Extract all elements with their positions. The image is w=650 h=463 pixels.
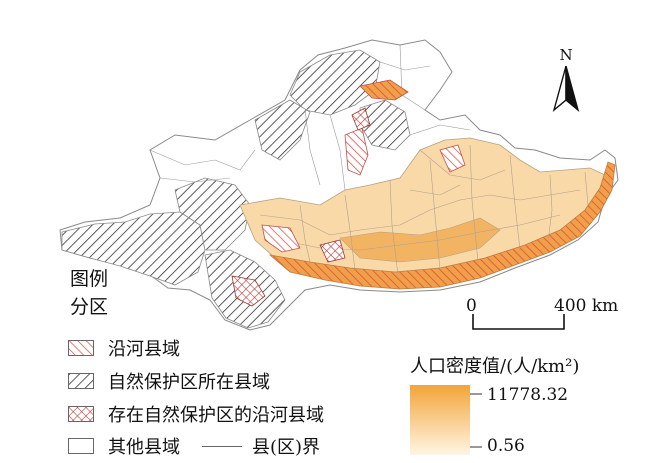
density-color-ramp	[410, 385, 470, 455]
legend-item-reserve-river-counties: 存在自然保护区的沿河县域	[68, 403, 324, 426]
river-county-north-2	[359, 79, 409, 101]
north-reserve-region	[289, 49, 381, 116]
county-boundaries	[259, 144, 589, 276]
density-min-label: 0.56	[487, 436, 525, 456]
red-hatch-swatch	[68, 340, 94, 356]
black-hatch-swatch	[68, 373, 94, 389]
boundary-line-swatch	[202, 445, 242, 447]
red-crosshatch-swatch	[68, 406, 94, 422]
scale-bar-line	[472, 314, 565, 330]
north-reserve-region-2	[254, 99, 311, 161]
west-reserve-region-2	[174, 177, 251, 251]
central-reserve-region	[359, 99, 411, 151]
legend-label: 其他县域	[108, 437, 180, 458]
legend-label: 自然保护区所在县域	[108, 372, 270, 393]
reserve-river-county-southwest	[231, 275, 266, 307]
scale-start-label: 0	[466, 296, 477, 316]
legend-label: 沿河县域	[108, 339, 180, 360]
legend-boundary-label: 县(区)界	[252, 437, 321, 458]
ramp-ticks	[470, 393, 482, 448]
reserve-river-county-central	[319, 239, 346, 263]
legend-item-reserve-counties: 自然保护区所在县域	[68, 370, 270, 393]
north-label: N	[559, 46, 572, 64]
density-max-label: 11778.32	[487, 385, 569, 405]
legend-title: 图例	[70, 268, 109, 290]
river-county-west	[261, 224, 301, 253]
legend-item-other-counties: 其他县域 县(区)界	[68, 435, 321, 458]
northern-boundaries	[149, 44, 471, 191]
west-reserve-region	[61, 211, 206, 286]
empty-swatch	[68, 438, 94, 454]
legend-item-river-counties: 沿河县域	[68, 337, 180, 360]
density-river-belt	[268, 161, 616, 290]
river-county-east	[439, 144, 466, 173]
scale-end-label: 400 km	[554, 296, 619, 316]
north-arrow-icon: N	[552, 46, 580, 112]
density-basin-core	[339, 217, 501, 263]
legend-label: 存在自然保护区的沿河县域	[108, 405, 324, 426]
legend-subtitle: 分区	[70, 296, 109, 318]
density-legend-title: 人口密度值/(人/km²)	[410, 356, 580, 377]
scale-bar: 0 400 km	[462, 292, 632, 342]
reserve-river-county-north	[351, 107, 371, 131]
